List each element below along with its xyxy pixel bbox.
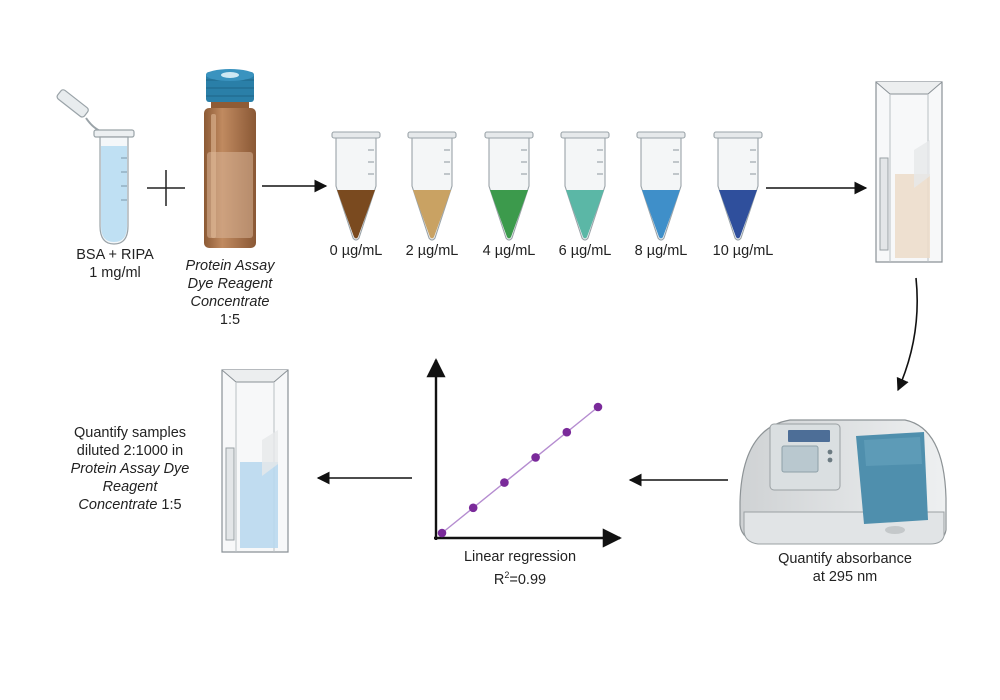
standard-label-10: 10 µg/mL <box>712 243 774 259</box>
samples-label-line5-italic: Concentrate <box>78 497 158 513</box>
regression-plot <box>426 358 622 548</box>
standard-tube-4 <box>636 131 686 241</box>
dye-label-line4: 1:5 <box>219 312 241 328</box>
cuvette-sample-liquid <box>240 462 278 548</box>
standard-tube-2 <box>484 131 534 241</box>
absorbance-label-line1: Quantify absorbance <box>778 551 912 567</box>
samples-label: Quantify samples diluted 2:1000 in Prote… <box>50 424 210 514</box>
regression-label-line1: Linear regression <box>463 549 577 565</box>
dye-label-line1: Protein Assay <box>185 258 275 274</box>
standard-tube-liquid-0 <box>337 190 375 239</box>
standard-label-2: 2 µg/mL <box>405 243 459 259</box>
cuvette-standard <box>875 81 943 263</box>
bsa-liquid <box>101 146 127 242</box>
standard-tube-5 <box>713 131 763 241</box>
samples-label-line4: Reagent <box>102 479 158 495</box>
standard-tube-liquid-5 <box>719 190 757 239</box>
dye-label-line3: Concentrate <box>190 294 270 310</box>
regression-point-3 <box>531 453 540 462</box>
bsa-tube <box>56 89 135 245</box>
regression-point-2 <box>500 478 509 487</box>
standard-tube-liquid-2 <box>490 190 528 239</box>
samples-label-line1: Quantify samples <box>73 425 187 441</box>
plus-icon <box>147 170 185 206</box>
arrow-to-spectrophotometer <box>896 277 918 392</box>
standard-label-0: 0 µg/mL <box>329 243 383 259</box>
dye-label-line2: Dye Reagent <box>187 276 273 292</box>
standard-tube-liquid-4 <box>642 190 680 239</box>
bsa-label-line1: BSA + RIPA <box>76 247 154 263</box>
regression-point-0 <box>437 528 447 538</box>
samples-label-line3: Protein Assay Dye <box>70 461 190 477</box>
regression-label-line2: R2=0.99 <box>440 566 600 589</box>
dye-label: Protein Assay Dye Reagent Concentrate 1:… <box>160 257 300 329</box>
dye-reagent-bottle <box>204 69 256 248</box>
samples-label-line5: Concentrate 1:5 <box>50 496 210 514</box>
standard-label-4: 4 µg/mL <box>482 243 536 259</box>
standard-tube-liquid-3 <box>566 190 604 239</box>
standard-label-6: 6 µg/mL <box>558 243 612 259</box>
regression-point-4 <box>562 427 572 437</box>
regression-point-5 <box>593 402 603 412</box>
absorbance-label: Quantify absorbance at 295 nm <box>755 550 935 586</box>
bsa-label-line2: 1 mg/ml <box>89 265 141 281</box>
cuvette-sample <box>221 369 289 553</box>
standard-tube-1 <box>407 131 457 241</box>
standard-tube-3 <box>560 131 610 241</box>
r-squared-exponent: 2 <box>504 570 510 580</box>
regression-point-1 <box>468 503 478 513</box>
regression-label: Linear regression R2=0.99 <box>440 548 600 589</box>
r-symbol: R <box>493 571 505 588</box>
spectrophotometer-screen <box>788 430 830 442</box>
samples-label-line5-rest: 1:5 <box>157 497 182 513</box>
absorbance-label-line2: at 295 nm <box>812 569 878 585</box>
regression-line <box>441 406 599 534</box>
samples-label-line2: diluted 2:1000 in <box>76 443 184 459</box>
standard-tubes <box>331 131 763 241</box>
spectrophotometer <box>739 419 947 545</box>
standard-label-8: 8 µg/mL <box>634 243 688 259</box>
standard-tube-liquid-1 <box>413 190 451 239</box>
bsa-label: BSA + RIPA 1 mg/ml <box>55 246 175 282</box>
cuvette-standard-liquid <box>895 174 930 258</box>
standard-tube-0 <box>331 131 381 241</box>
r-squared-value: =0.99 <box>509 571 547 588</box>
